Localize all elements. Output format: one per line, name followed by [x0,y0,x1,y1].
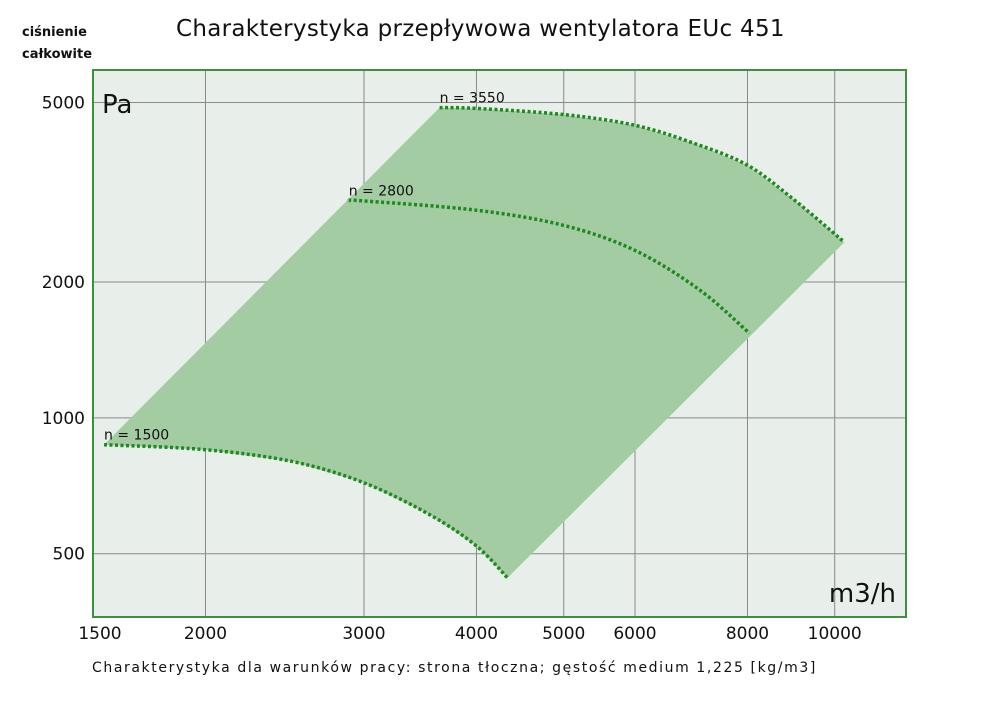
x-tick-label: 3000 [342,624,385,644]
operating-area [104,107,845,578]
curve-label: n = 3550 [440,91,505,107]
operating-area-fill [104,107,845,578]
curve-2800 [347,198,751,335]
y-tick-label: 5000 [42,93,85,113]
y-tick-label: 1000 [42,409,85,429]
x-tick-label: 10000 [808,624,862,644]
curve-label: n = 1500 [104,428,169,444]
y-tick-label: 500 [53,545,85,565]
y-tick-label: 2000 [42,273,85,293]
curve-1500 [103,442,509,580]
x-tick-label: 2000 [184,624,227,644]
curves: n = 3550 n = 2800 n = 1500 [103,91,846,580]
x-unit-label: m3/h [829,579,896,609]
plot-frame [92,69,907,618]
curve-3550 [439,105,846,244]
x-tick-label: 4000 [455,624,498,644]
x-tick-label: 5000 [542,624,585,644]
chart-title: Charakterystyka przepływowa wentylatora … [176,16,785,42]
curve-label: n = 2800 [349,184,414,200]
footnote: Charakterystyka dla warunków pracy: stro… [92,660,817,676]
x-tick-label: 6000 [613,624,656,644]
y-unit-label: Pa [102,90,132,120]
tick-labels: 1500 2000 3000 4000 5000 6000 8000 10000 500 1000… [42,93,862,644]
y-axis-label: ciśnienie całkowite [22,25,93,62]
x-tick-label: 1500 [78,624,121,644]
x-tick-label: 8000 [726,624,769,644]
